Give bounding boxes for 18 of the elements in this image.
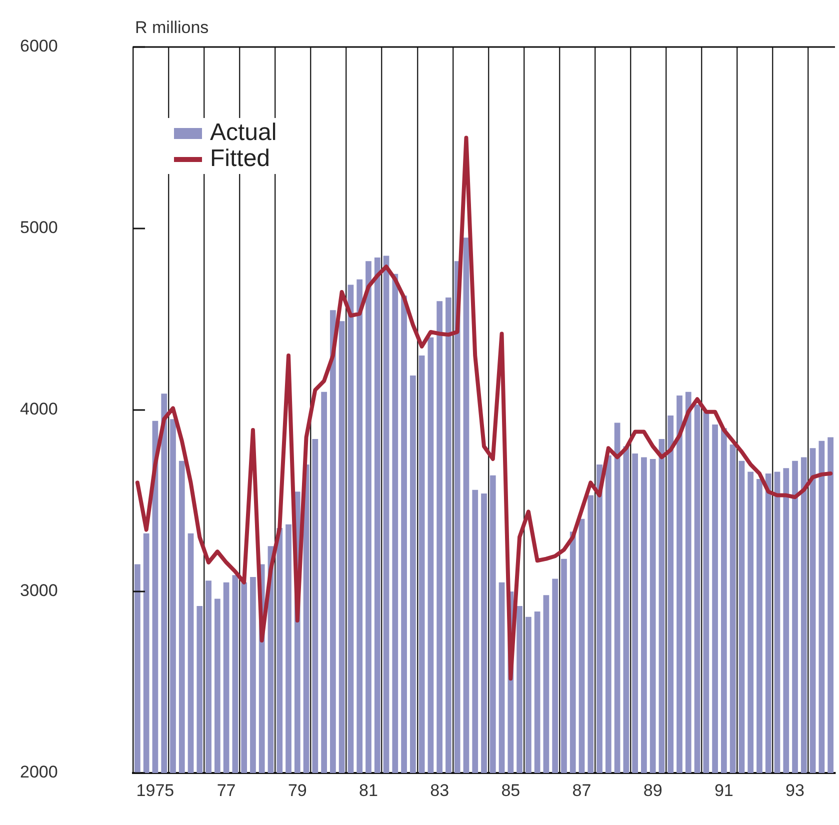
x-tick-label: 1975 [136, 780, 174, 800]
y-axis-title: R millions [135, 18, 209, 38]
x-tick-label: 85 [501, 780, 520, 800]
x-tick-label: 83 [430, 780, 450, 800]
y-tick-label: 3000 [20, 581, 58, 600]
x-tick-label: 81 [359, 780, 378, 800]
x-tick-label: 77 [216, 780, 236, 800]
x-tick-label: 87 [572, 780, 592, 800]
y-tick-label: 5000 [20, 218, 58, 238]
x-tick-label: 93 [786, 780, 804, 800]
legend-label: Actual [210, 119, 277, 147]
y-tick-label: 2000 [20, 762, 58, 782]
x-tick-label: 89 [643, 780, 662, 800]
y-tick-label: 6000 [20, 36, 58, 56]
legend-label: Fitted [210, 145, 270, 173]
x-tick-label: 79 [288, 780, 307, 800]
x-tick-label: 91 [714, 780, 734, 800]
y-tick-label: 4000 [20, 400, 58, 419]
